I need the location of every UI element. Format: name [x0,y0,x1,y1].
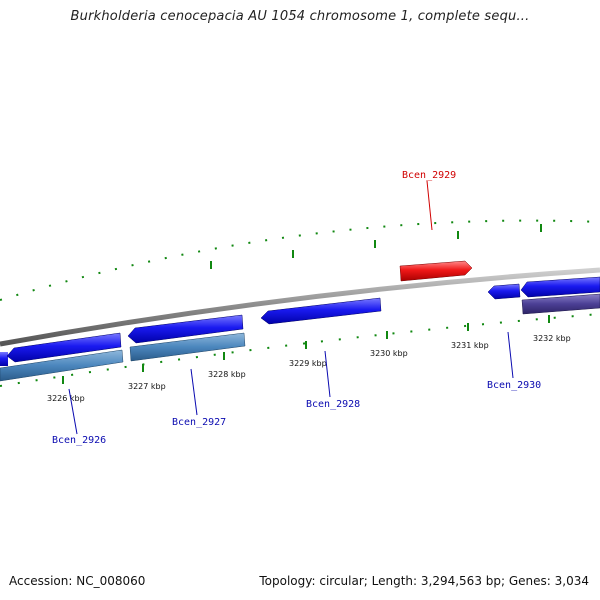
leader-bcen-2930 [507,331,514,379]
label-leaders [68,180,514,435]
gene-bcen-2930[interactable] [487,283,521,300]
gene-label-bcen-2927[interactable]: Bcen_2927 [172,417,226,428]
tick-label-3231: 3231 kbp [451,341,489,350]
gene-label-bcen-2930[interactable]: Bcen_2930 [487,380,541,391]
gene-bcen-2926-reverse[interactable] [0,349,124,382]
leader-bcen-2927 [190,368,198,416]
sequence-backbone [0,267,600,347]
leader-bcen-2926 [68,388,78,435]
tick-label-3229: 3229 kbp [289,359,327,368]
gene-bcen-2928[interactable] [260,297,382,325]
gene-label-bcen-2929[interactable]: Bcen_2929 [402,170,456,181]
leader-bcen-2928 [324,350,331,398]
leader-bcen-2929 [426,180,433,231]
tick-label-3227: 3227 kbp [128,382,166,391]
map-title: Burkholderia cenocepacia AU 1054 chromos… [70,9,530,24]
gene-label-bcen-2926[interactable]: Bcen_2926 [52,435,106,446]
gene-bcen-2931-reverse[interactable] [521,293,600,315]
gene-bcen-2926[interactable] [6,332,122,363]
gene-bcen-2926-fragment[interactable] [0,352,8,366]
gene-bcen-2927-reverse[interactable] [129,332,246,362]
genome-summary-text: Topology: circular; Length: 3,294,563 bp… [259,574,589,588]
tick-label-3230: 3230 kbp [370,349,408,358]
gene-bcen-2927[interactable] [127,314,244,344]
accession-text: Accession: NC_008060 [9,574,146,588]
tick-label-3226: 3226 kbp [47,394,85,403]
tick-label-3228: 3228 kbp [208,370,246,379]
gene-label-bcen-2928[interactable]: Bcen_2928 [306,399,360,410]
gene-bcen-2931[interactable] [520,276,600,298]
outer-tick-track [0,219,600,301]
tick-label-3232: 3232 kbp [533,334,571,343]
gene-bcen-2929[interactable] [399,260,473,282]
